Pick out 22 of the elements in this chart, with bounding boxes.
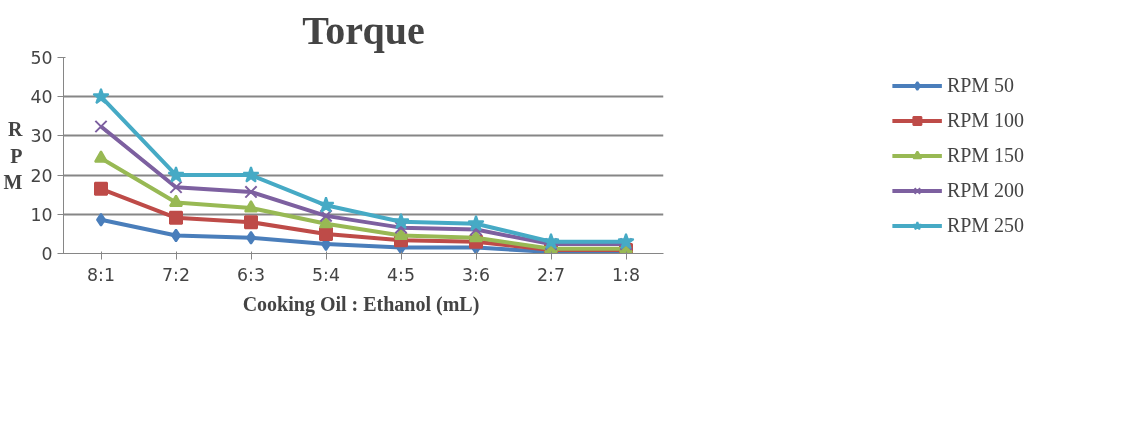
x-tick-label: 5:4	[312, 264, 340, 285]
x-tick-label: 7:2	[162, 264, 190, 285]
legend-label: RPM 250	[946, 213, 1025, 237]
x-tick-label: 2:7	[537, 264, 565, 285]
y-axis-title: RPM	[3, 118, 24, 193]
y-tick-label: 10	[30, 204, 53, 225]
x-tick-label: 1:8	[612, 264, 640, 285]
legend-label: RPM 50	[946, 73, 1015, 97]
x-axis-title: Cooking Oil : Ethanol (mL)	[242, 292, 480, 316]
y-tick-label: 30	[30, 126, 53, 147]
legend-label: RPM 150	[946, 143, 1025, 167]
legend-label: RPM 100	[946, 108, 1025, 132]
chart-title: Torque	[302, 7, 425, 53]
y-tick-label: 50	[30, 48, 53, 68]
x-tick-label: 8:1	[87, 264, 115, 285]
y-tick-label: 20	[30, 165, 53, 186]
y-tick-label: 0	[41, 244, 53, 264]
x-tick-label: 4:5	[387, 264, 415, 285]
x-tick-label: 3:6	[462, 264, 490, 285]
x-tick-label: 6:3	[237, 264, 265, 285]
y-tick-label: 40	[30, 87, 53, 108]
legend-label: RPM 200	[946, 178, 1025, 202]
